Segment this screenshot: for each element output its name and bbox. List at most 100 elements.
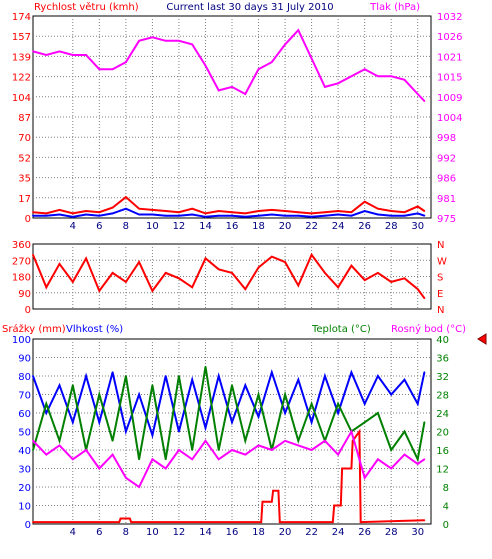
data-point [85,210,87,212]
data-point [119,517,122,520]
x-tick-label: 24 [332,527,345,538]
data-point [204,64,207,67]
data-point [350,467,353,470]
data-point [390,214,393,217]
data-point [98,290,101,292]
temperature-axis-title: Teplota (°C) [311,324,371,335]
data-point [377,412,379,414]
data-point [416,402,419,405]
data-point [217,214,220,217]
data-point [178,375,180,377]
data-point [377,207,379,210]
data-point [244,453,247,456]
data-point [390,210,393,212]
data-point [337,453,340,456]
y-tick-label: 30 [18,465,31,476]
data-point [98,214,101,217]
data-point [231,211,233,214]
data-point [403,78,406,81]
y-tick-label-right: N [437,240,444,251]
data-point [270,61,273,63]
data-point [217,375,220,377]
y-tick-label-right: W [437,256,447,267]
data-point [284,393,286,396]
y-tick-label-right: 1004 [437,113,462,124]
x-tick-label: 16 [226,527,239,538]
data-point [310,57,313,60]
y-tick-label: 139 [12,52,31,63]
data-point [85,54,87,56]
data-point [337,402,340,405]
data-point [350,430,353,433]
data-point [257,393,260,396]
y-tick-label-right: E [437,289,443,300]
data-point [403,378,406,381]
data-point [128,517,131,520]
y-tick-label-right: 36 [436,354,449,365]
x-tick-label: 4 [70,527,76,538]
data-point [403,214,406,217]
data-point [164,375,167,377]
y-tick-label: 180 [12,273,31,284]
data-point [32,521,34,524]
data-point [363,402,366,405]
data-point [323,271,326,274]
data-point [339,504,342,507]
data-point [164,458,167,461]
data-point [138,207,141,210]
data-point [310,215,313,218]
y-tick-label: 80 [18,372,31,383]
y-tick-label-right: 975 [437,214,456,225]
y-tick-label: 360 [12,240,31,251]
data-point [151,290,154,292]
y-tick-label: 20 [18,483,31,494]
y-tick-label: 10 [18,502,31,513]
data-point [297,284,300,287]
data-point [204,212,207,215]
y-tick-label-right: 20 [436,428,449,439]
data-point [390,467,393,470]
data-point [217,268,220,271]
data-point [423,519,426,522]
data-point [45,412,48,414]
x-tick-label: 28 [385,527,398,538]
x-tick-label: 22 [305,221,318,232]
data-point [111,371,114,374]
data-point [284,439,286,442]
data-point [337,210,340,212]
data-point [270,208,273,211]
x-tick-label: 10 [146,221,159,232]
y-tick-label: 35 [18,174,31,185]
y-tick-label-right: 992 [437,153,456,164]
data-point [151,36,154,39]
data-point [164,214,167,217]
y-tick-label-right: 28 [436,391,449,402]
x-tick-label: 26 [358,527,371,538]
data-point [337,412,340,414]
x-tick-label: 22 [305,527,318,538]
y-tick-label: 40 [18,446,31,457]
data-point [151,458,154,461]
x-tick-label: 30 [411,221,424,232]
x-tick-label: 26 [358,221,371,232]
x-tick-label: 14 [199,221,212,232]
data-point [377,213,379,216]
data-point [423,371,426,374]
data-point [423,458,426,461]
x-tick-label: 24 [332,221,345,232]
data-point [231,421,233,424]
data-point [358,430,361,433]
data-point [124,207,127,210]
y-tick-label-right: 40 [436,335,449,346]
data-point [98,68,101,71]
data-point [390,281,393,283]
data-point [331,521,334,524]
data-point [403,430,406,433]
y-tick-label: 0 [25,520,31,531]
y-tick-label: 90 [18,354,31,365]
data-point [350,211,353,214]
x-tick-label: 8 [123,221,129,232]
data-point [231,384,233,387]
data-point [284,261,286,263]
